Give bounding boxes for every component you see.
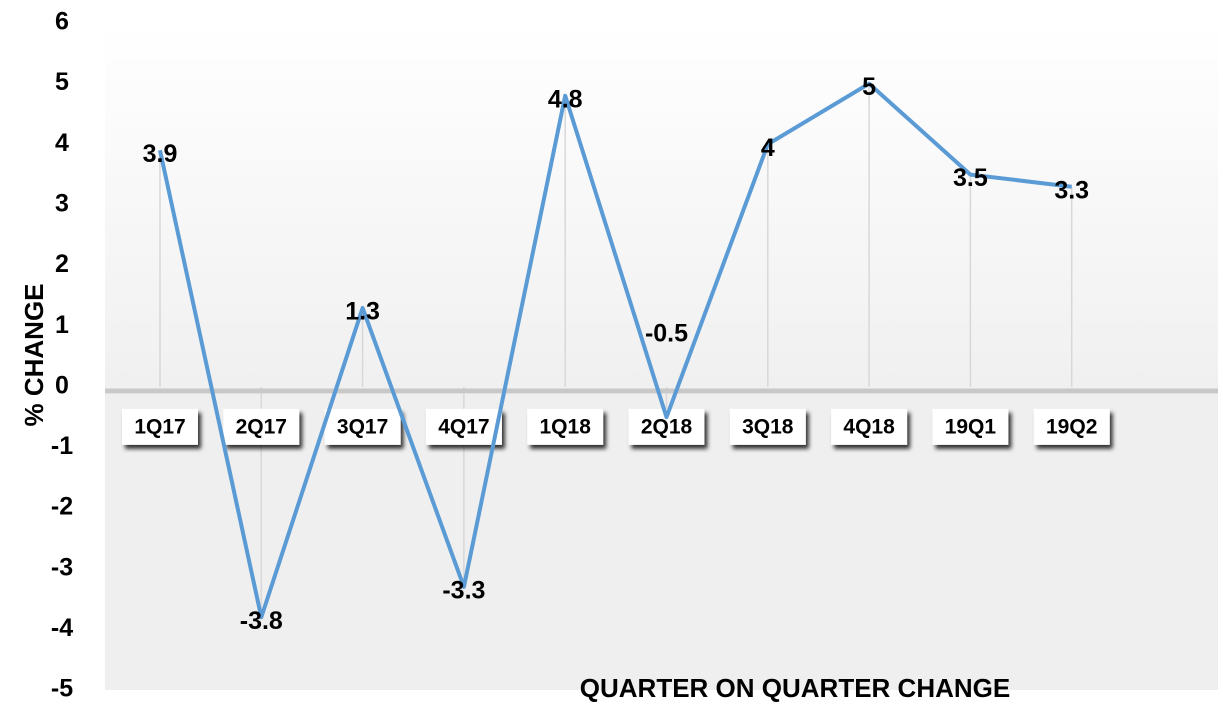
x-tick-label: 4Q17 [438, 415, 489, 438]
x-tick-label: 19Q2 [1046, 415, 1097, 438]
category-box [527, 408, 604, 445]
category-box [223, 408, 300, 445]
data-label: 5 [862, 73, 876, 101]
category-box [122, 408, 198, 445]
y-tick-label: -3 [51, 553, 73, 581]
upper-plot-area [105, 20, 1218, 388]
x-tick-label: 3Q17 [337, 415, 388, 438]
data-label: -3.8 [240, 607, 283, 635]
y-tick-label: -1 [51, 432, 73, 460]
data-label: 1.3 [345, 298, 380, 326]
category-box [831, 408, 908, 445]
category-box [425, 408, 502, 445]
y-tick-label: 4 [55, 129, 69, 157]
y-axis-label: % CHANGE [19, 283, 49, 426]
y-tick-label: 5 [55, 68, 69, 96]
y-tick-label: 0 [55, 371, 69, 399]
chart-title: QUARTER ON QUARTER CHANGE [580, 673, 1010, 703]
y-tick-label: 1 [55, 311, 69, 339]
y-tick-label: 2 [55, 250, 69, 278]
y-tick-label: 6 [55, 8, 69, 36]
x-tick-label: 3Q18 [742, 415, 794, 438]
x-tick-label: 2Q18 [641, 415, 693, 438]
y-tick-label: -4 [51, 614, 73, 642]
data-label: 3.9 [143, 140, 178, 168]
data-line [158, 81, 1072, 620]
x-tick-label: 4Q18 [843, 415, 895, 438]
data-label: -3.3 [442, 577, 485, 605]
data-label: 3.3 [1054, 176, 1089, 204]
x-tick-label: 1Q17 [134, 415, 185, 438]
data-label: 3.5 [953, 164, 988, 192]
category-box [1033, 408, 1110, 445]
x-tick-label: 2Q17 [236, 415, 287, 438]
y-tick-label: 3 [55, 190, 69, 218]
y-tick-label: -2 [51, 493, 73, 521]
data-label: 4.8 [548, 85, 583, 113]
x-tick-label: 19Q1 [945, 415, 997, 438]
data-label: 4 [761, 134, 775, 162]
data-label: -0.5 [645, 320, 688, 348]
category-box [324, 408, 401, 445]
category-box [729, 408, 806, 445]
category-box [932, 408, 1009, 445]
x-tick-label: 1Q18 [540, 415, 592, 438]
y-tick-label: -5 [51, 675, 73, 703]
